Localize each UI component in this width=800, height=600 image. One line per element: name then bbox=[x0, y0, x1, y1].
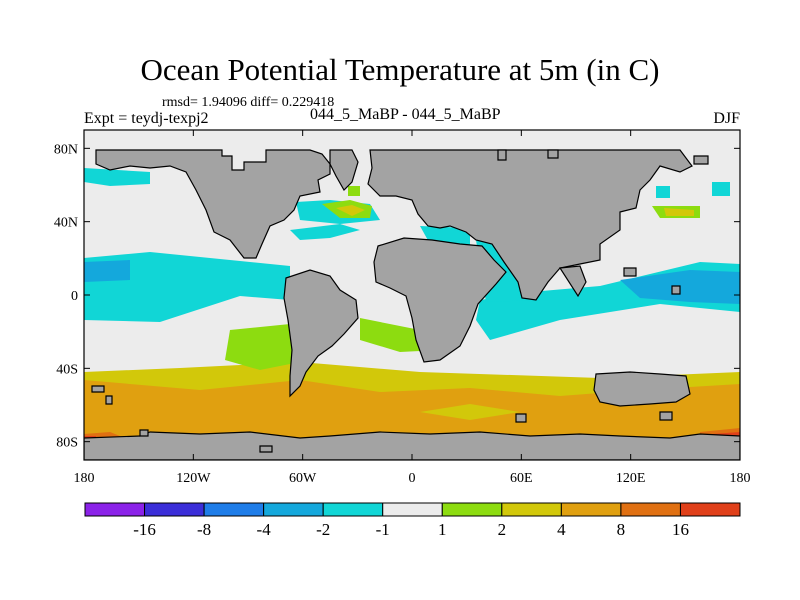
contour-band bbox=[84, 168, 150, 186]
colorbar: -16 -8 -4 -2 -1 1 2 4 8 16 bbox=[84, 502, 741, 539]
colorbar-label: 8 bbox=[617, 520, 626, 539]
colorbar-label: 16 bbox=[672, 520, 689, 539]
island bbox=[497, 149, 507, 161]
landmass-south-america bbox=[283, 269, 359, 398]
colorbar-swatch bbox=[441, 502, 503, 517]
colorbar-swatch bbox=[501, 502, 562, 517]
colorbar-label: 4 bbox=[557, 520, 566, 539]
contour-band bbox=[225, 324, 300, 370]
contour-band bbox=[656, 186, 670, 198]
colorbar-swatch bbox=[382, 502, 443, 517]
y-tick-label: 80S bbox=[56, 436, 78, 451]
landmass-eurasia bbox=[367, 149, 693, 301]
colorbar-label: -8 bbox=[197, 520, 211, 539]
y-tick-label: 40N bbox=[54, 216, 78, 231]
contour-band bbox=[664, 208, 694, 216]
colorbar-swatch bbox=[263, 502, 324, 517]
contour-band bbox=[712, 182, 730, 196]
contour-band bbox=[84, 260, 130, 282]
center-label: 044_5_MaBP - 044_5_MaBP bbox=[310, 106, 501, 123]
island bbox=[515, 413, 527, 423]
colorbar-swatch bbox=[679, 502, 741, 517]
island bbox=[547, 149, 559, 159]
x-tick-label: 60E bbox=[510, 471, 533, 486]
island bbox=[139, 429, 149, 437]
landmass-australia bbox=[593, 371, 691, 407]
colorbar-swatch bbox=[620, 502, 681, 517]
x-tick-label: 60W bbox=[289, 471, 317, 486]
y-tick-label: 80N bbox=[54, 142, 78, 157]
colorbar-label: 1 bbox=[438, 520, 447, 539]
contour-band bbox=[348, 186, 360, 196]
x-tick-label: 180 bbox=[730, 471, 751, 486]
temperature-field bbox=[84, 130, 740, 460]
landmass-north-america bbox=[95, 149, 331, 259]
experiment-label: Expt = teydj-texpj2 bbox=[84, 110, 209, 127]
landmass-antarctica bbox=[84, 431, 740, 460]
colorbar-swatch bbox=[144, 502, 205, 517]
y-tick-label: 0 bbox=[71, 289, 78, 304]
colorbar-swatch bbox=[203, 502, 265, 517]
island bbox=[659, 411, 673, 421]
island bbox=[259, 445, 273, 453]
colorbar-swatch bbox=[322, 502, 384, 517]
plot-title: Ocean Potential Temperature at 5m (in C) bbox=[140, 52, 660, 87]
contour-band bbox=[290, 224, 360, 240]
island bbox=[671, 285, 681, 295]
season-label: DJF bbox=[713, 110, 740, 127]
island bbox=[693, 155, 709, 165]
colorbar-label: -2 bbox=[316, 520, 330, 539]
landmass-africa bbox=[373, 237, 507, 363]
colorbar-label: -1 bbox=[376, 520, 390, 539]
colorbar-label: -16 bbox=[133, 520, 156, 539]
island bbox=[91, 385, 105, 393]
colorbar-label: 2 bbox=[498, 520, 507, 539]
landmass-india bbox=[558, 265, 587, 298]
contour-band bbox=[84, 252, 290, 322]
colorbar-swatch bbox=[84, 502, 146, 517]
x-tick-label: 120E bbox=[616, 471, 646, 486]
contour-band bbox=[336, 205, 365, 216]
island bbox=[105, 395, 113, 405]
contour-band bbox=[420, 404, 520, 420]
x-tick-label: 0 bbox=[409, 471, 416, 486]
stats-label: rmsd= 1.94096 diff= 0.229418 bbox=[162, 95, 335, 110]
island bbox=[623, 267, 637, 277]
y-tick-label: 40S bbox=[56, 362, 78, 377]
colorbar-label: -4 bbox=[257, 520, 272, 539]
x-tick-label: 180 bbox=[74, 471, 95, 486]
colorbar-swatch bbox=[560, 502, 622, 517]
x-tick-label: 120W bbox=[176, 471, 211, 486]
landmass-greenland bbox=[329, 149, 359, 191]
